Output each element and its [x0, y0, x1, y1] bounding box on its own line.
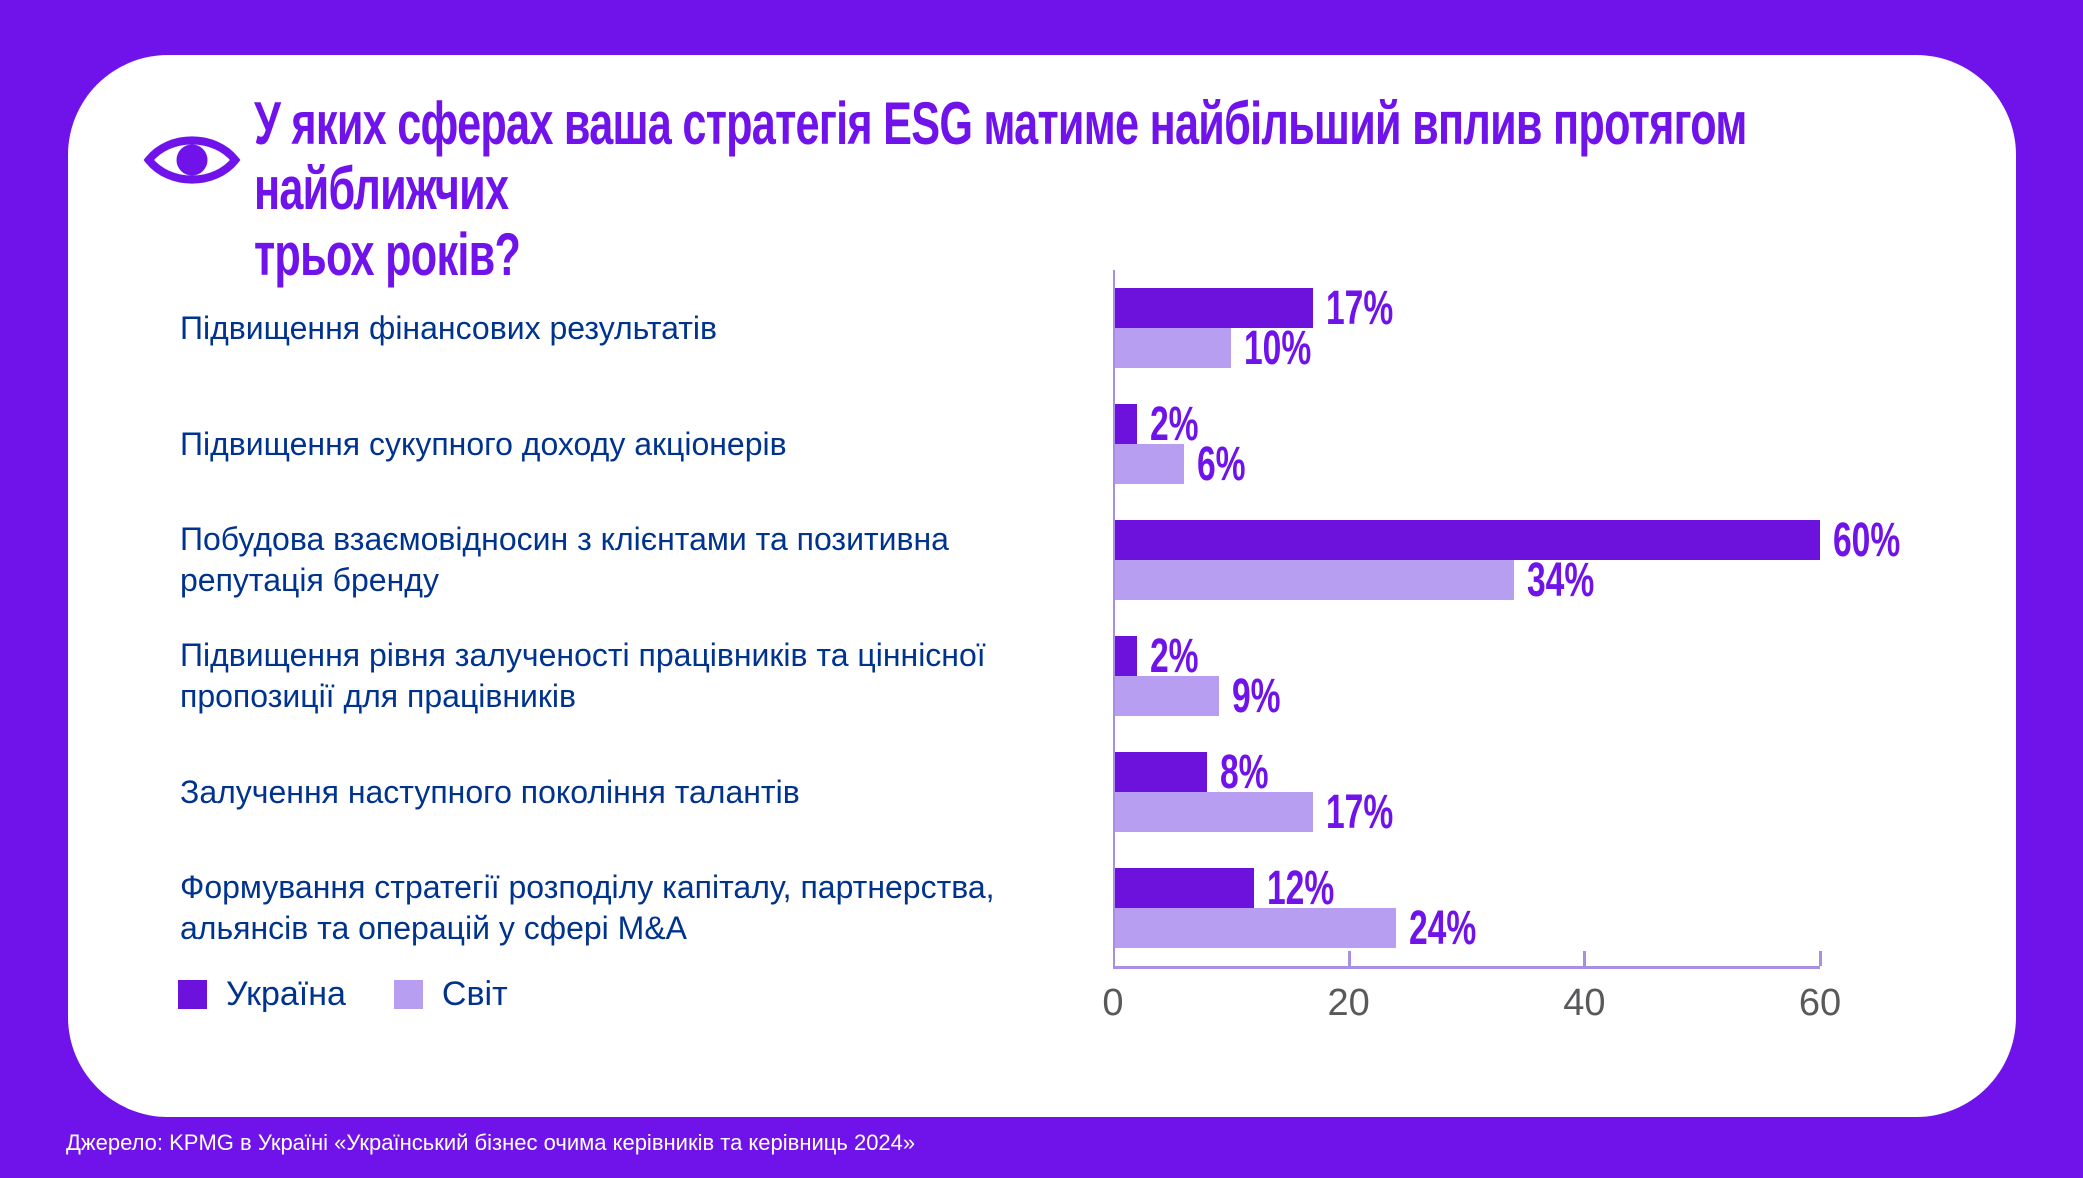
- bar-Світ: [1113, 676, 1220, 716]
- bar-line: 24%: [1113, 902, 1973, 955]
- category-label: Формування стратегії розподілу капіталу,…: [180, 869, 995, 946]
- chart-row: Формування стратегії розподілу капіталу,…: [180, 850, 1980, 966]
- value-label: 12%: [1267, 861, 1335, 915]
- bar-Україна: [1113, 868, 1255, 908]
- bar-Світ: [1113, 908, 1396, 948]
- legend-swatch-ukraine: [178, 980, 207, 1009]
- legend: Україна Світ: [178, 975, 556, 1014]
- legend-label-ukraine: Україна: [226, 975, 346, 1013]
- bar-Україна: [1113, 520, 1820, 560]
- bar-chart: Підвищення фінансових результатів 17% 10% П…: [180, 270, 1980, 1050]
- bar-line: 8%: [1113, 746, 1973, 799]
- x-axis-tick-label: 0: [1102, 982, 1124, 1024]
- category-label: Підвищення сукупного доходу акціонерів: [180, 425, 787, 462]
- category-label: Підвищення фінансових результатів: [180, 309, 717, 346]
- bar-Світ: [1113, 328, 1231, 368]
- x-axis-line: [1113, 966, 1820, 969]
- bar-group: 2% 6%: [1113, 398, 1973, 491]
- bar-Світ: [1113, 444, 1184, 484]
- chart-row: Підвищення сукупного доходу акціонерів 2%…: [180, 386, 1980, 502]
- x-axis-tick: [1347, 951, 1351, 966]
- bar-Світ: [1113, 792, 1314, 832]
- bar-group: 8% 17%: [1113, 746, 1973, 839]
- bar-line: 6%: [1113, 438, 1973, 491]
- bar-Україна: [1113, 288, 1314, 328]
- chart-row: Залучення наступного покоління талантів 8…: [180, 734, 1980, 850]
- value-label: 34%: [1526, 553, 1594, 607]
- bar-group: 2% 9%: [1113, 630, 1973, 723]
- y-axis-line: [1113, 270, 1115, 968]
- bar-group: 60% 34%: [1113, 514, 1973, 607]
- bar-Україна: [1113, 636, 1137, 676]
- chart-row: Підвищення рівня залученості працівників…: [180, 618, 1980, 734]
- chart-row: Побудова взаємовідносин з клієнтами та п…: [180, 502, 1980, 618]
- value-label: 2%: [1149, 397, 1199, 451]
- x-axis-tick-label: 40: [1563, 982, 1606, 1024]
- bar-line: 60%: [1113, 514, 1973, 567]
- bar-Світ: [1113, 560, 1514, 600]
- x-axis-tick-label: 60: [1798, 982, 1842, 1024]
- page-title: У яких сферах ваша стратегія ESG матиме …: [254, 90, 1747, 288]
- bar-line: 2%: [1113, 398, 1973, 451]
- x-axis-tick: [1819, 951, 1822, 966]
- x-axis: 0 20 40 60: [1102, 951, 1841, 1024]
- chart-rows: Підвищення фінансових результатів 17% 10% П…: [180, 270, 1980, 966]
- value-label: 10%: [1243, 321, 1312, 375]
- value-label: 2%: [1149, 629, 1199, 683]
- bar-group: 12% 24%: [1113, 862, 1973, 955]
- legend-label-svit: Світ: [441, 975, 508, 1013]
- value-label: 6%: [1196, 437, 1246, 491]
- value-label: 17%: [1326, 785, 1394, 839]
- value-label: 8%: [1220, 745, 1269, 799]
- bar-Україна: [1113, 404, 1137, 444]
- category-label: Залучення наступного покоління талантів: [180, 773, 800, 810]
- category-label: Побудова взаємовідносин з клієнтами та п…: [180, 521, 949, 598]
- eye-icon: [142, 129, 242, 191]
- category-label: Підвищення рівня залученості працівників…: [180, 637, 986, 714]
- bar-line: 12%: [1113, 862, 1973, 915]
- bar-line: 2%: [1113, 630, 1973, 683]
- value-label: 60%: [1833, 513, 1901, 567]
- bar-line: 34%: [1113, 554, 1973, 607]
- x-axis-tick-label: 20: [1327, 982, 1370, 1024]
- bar-Україна: [1113, 752, 1208, 792]
- chart-row: Підвищення фінансових результатів 17% 10%: [180, 270, 1980, 386]
- content-card: У яких сферах ваша стратегія ESG матиме …: [68, 55, 2016, 1117]
- value-label: 17%: [1326, 281, 1394, 335]
- source-note: Джерело: KPMG в Україні «Український біз…: [66, 1130, 916, 1155]
- bar-line: 17%: [1113, 282, 1973, 335]
- legend-swatch-svit: [393, 980, 423, 1009]
- value-label: 9%: [1232, 669, 1281, 723]
- bar-group: 17% 10%: [1113, 282, 1973, 375]
- bar-line: 17%: [1113, 786, 1973, 839]
- bar-line: 9%: [1113, 670, 1973, 723]
- x-axis-tick: [1583, 951, 1587, 966]
- bar-line: 10%: [1113, 322, 1973, 375]
- value-label: 24%: [1408, 901, 1477, 955]
